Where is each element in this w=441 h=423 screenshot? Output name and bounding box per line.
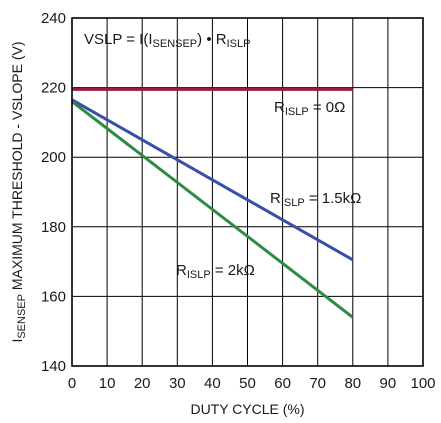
x-tick-label: 100: [410, 375, 435, 392]
series-label-2k: RISLP = 2kΩ: [176, 262, 255, 281]
x-tick-label: 80: [344, 375, 361, 392]
series-line-2: [71, 100, 354, 319]
series-group: [71, 87, 354, 319]
y-tick-label: 180: [41, 219, 66, 236]
x-tick-label: 90: [380, 375, 397, 392]
series-line-1: [71, 98, 354, 262]
series-label-1p5k: RISLP = 1.5kΩ: [270, 190, 361, 209]
series-label-0ohm: RISLP = 0Ω: [274, 99, 345, 118]
grid: [72, 18, 423, 366]
x-axis-label: DUTY CYCLE (%): [190, 401, 304, 417]
x-tick-label: 50: [239, 375, 256, 392]
plot-frame: [71, 17, 424, 367]
y-tick-label: 160: [41, 288, 66, 305]
x-tick-labels: 0 10 20 30 40 50 60 70 80 90 100: [68, 375, 436, 392]
y-tick-labels: 140 160 180 200 220 240: [41, 10, 66, 375]
y-tick-label: 240: [41, 10, 66, 27]
x-tick-label: 70: [309, 375, 326, 392]
y-tick-label: 220: [41, 80, 66, 97]
y-tick-label: 200: [41, 149, 66, 166]
y-tick-label: 140: [41, 358, 66, 375]
x-tick-label: 10: [99, 375, 116, 392]
x-tick-label: 40: [204, 375, 221, 392]
formula-annotation: VSLP = I(ISENSEP) • RISLP: [84, 31, 250, 50]
y-axis-label: ISENSEP MAXIMUM THRESHOLD - VSLOPE (V): [9, 41, 28, 342]
x-tick-label: 60: [274, 375, 291, 392]
x-tick-label: 30: [169, 375, 186, 392]
x-tick-label: 0: [68, 375, 76, 392]
x-tick-label: 20: [134, 375, 151, 392]
